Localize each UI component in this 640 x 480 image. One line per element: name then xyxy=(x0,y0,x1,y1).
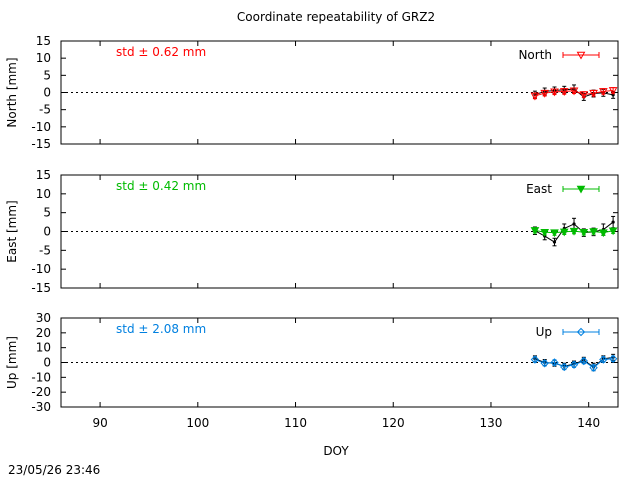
y-tick-label: -20 xyxy=(31,385,51,399)
series-east xyxy=(530,227,618,238)
y-tick-label: 5 xyxy=(43,206,51,220)
data-point xyxy=(589,363,598,372)
data-point xyxy=(608,227,618,236)
y-tick-label: 15 xyxy=(36,168,51,182)
data-point xyxy=(552,240,557,244)
panel-north: 15 10 5 0 -5 -10 -15 North [mm] std ± 0.62 mm Nor… xyxy=(5,34,619,151)
legend-label: North xyxy=(518,48,552,62)
data-point xyxy=(599,355,608,364)
legend-marker xyxy=(576,51,586,60)
series-up xyxy=(530,354,618,372)
data-point xyxy=(530,227,540,235)
y-tick-label: 15 xyxy=(36,34,51,48)
data-point xyxy=(550,88,559,97)
y-tick-label: 0 xyxy=(43,356,51,370)
legend-label: East xyxy=(526,182,552,196)
legend-marker xyxy=(576,327,586,337)
y-tick-label: -30 xyxy=(31,400,51,414)
y-tick-label: -5 xyxy=(39,243,51,257)
data-point xyxy=(608,87,618,95)
y-tick-label: -10 xyxy=(31,370,51,384)
data-point xyxy=(530,92,540,101)
data-point xyxy=(559,228,569,237)
y-tick-label: 20 xyxy=(36,326,51,340)
y-tick-label: 10 xyxy=(36,187,51,201)
x-tick-label: 110 xyxy=(284,416,307,430)
y-tick-label: -15 xyxy=(31,281,51,295)
data-point xyxy=(608,354,618,363)
data-point xyxy=(611,220,615,224)
data-point xyxy=(579,228,589,237)
data-point xyxy=(540,359,549,368)
y-tick-label: 0 xyxy=(43,225,51,239)
std-annotation: std ± 0.42 mm xyxy=(116,179,206,193)
y-tick-label: 30 xyxy=(36,311,51,325)
data-point xyxy=(569,227,579,236)
data-point xyxy=(569,360,579,369)
y-tick-label: 0 xyxy=(43,86,51,100)
data-point xyxy=(569,87,579,96)
y-axis-label: East [mm] xyxy=(5,200,19,262)
legend-label: Up xyxy=(536,325,552,339)
data-point xyxy=(550,229,559,238)
data-point xyxy=(579,91,589,100)
y-tick-label: -15 xyxy=(31,137,51,151)
x-tick-label: 100 xyxy=(186,416,209,430)
data-point xyxy=(579,356,589,366)
y-tick-label: -10 xyxy=(31,262,51,276)
data-point xyxy=(589,89,598,98)
y-axis-label: Up [mm] xyxy=(5,336,19,389)
x-axis-label: DOY xyxy=(323,444,349,458)
y-tick-label: -10 xyxy=(31,120,51,134)
panel-east: 15 10 5 0 -5 -10 -15 East [mm] std ± 0.42 mm East xyxy=(5,168,619,295)
y-tick-label: 5 xyxy=(43,68,51,82)
data-point xyxy=(540,228,550,237)
std-annotation: std ± 2.08 mm xyxy=(116,322,206,336)
std-annotation: std ± 0.62 mm xyxy=(116,45,206,59)
x-tick-label: 90 xyxy=(92,416,107,430)
x-tick-label: 130 xyxy=(480,416,503,430)
y-tick-label: 10 xyxy=(36,51,51,65)
chart-panels: 15 10 5 0 -5 -10 -15 North [mm] std ± 0.62 mm Nor… xyxy=(5,34,619,430)
data-point xyxy=(572,222,576,226)
timestamp: 23/05/26 23:46 xyxy=(8,463,100,477)
data-point xyxy=(598,88,608,96)
data-point xyxy=(530,355,540,364)
y-tick-label: -5 xyxy=(39,103,51,117)
y-axis-label: North [mm] xyxy=(5,57,19,127)
data-point xyxy=(589,228,598,237)
legend-marker xyxy=(576,185,586,194)
chart-title: Coordinate repeatability of GRZ2 xyxy=(237,10,435,24)
series-north xyxy=(530,87,618,101)
y-tick-label: 10 xyxy=(36,341,51,355)
data-point xyxy=(540,89,550,98)
data-point xyxy=(559,88,569,96)
data-point xyxy=(598,229,608,238)
x-tick-label: 140 xyxy=(577,416,600,430)
data-point xyxy=(560,362,569,372)
x-tick-label: 120 xyxy=(382,416,405,430)
data-point xyxy=(550,358,559,367)
